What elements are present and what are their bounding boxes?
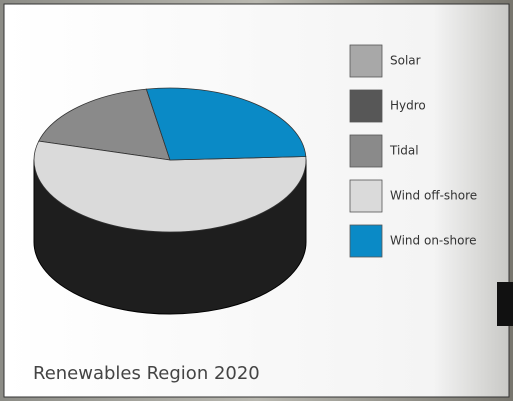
legend-swatch bbox=[349, 134, 383, 168]
legend-swatch bbox=[349, 179, 383, 213]
pie-slice bbox=[33, 140, 307, 233]
legend-label: Wind on-shore bbox=[390, 234, 477, 248]
legend-swatch bbox=[349, 224, 383, 258]
legend-label: Wind off-shore bbox=[390, 189, 477, 203]
legend-swatch bbox=[349, 44, 383, 78]
legend: Solar Hydro Tidal Wind off-shore Wind on-sho… bbox=[349, 44, 477, 258]
decor-block bbox=[497, 282, 513, 326]
legend-swatch bbox=[349, 89, 383, 123]
pie-slice bbox=[145, 87, 307, 161]
legend-label: Tidal bbox=[389, 144, 419, 158]
pie-slice bbox=[38, 88, 171, 161]
legend-label: Hydro bbox=[390, 99, 426, 113]
pie bbox=[33, 87, 307, 233]
chart-title: Renewables Region 2020 bbox=[33, 363, 260, 384]
legend-label: Solar bbox=[390, 54, 421, 68]
